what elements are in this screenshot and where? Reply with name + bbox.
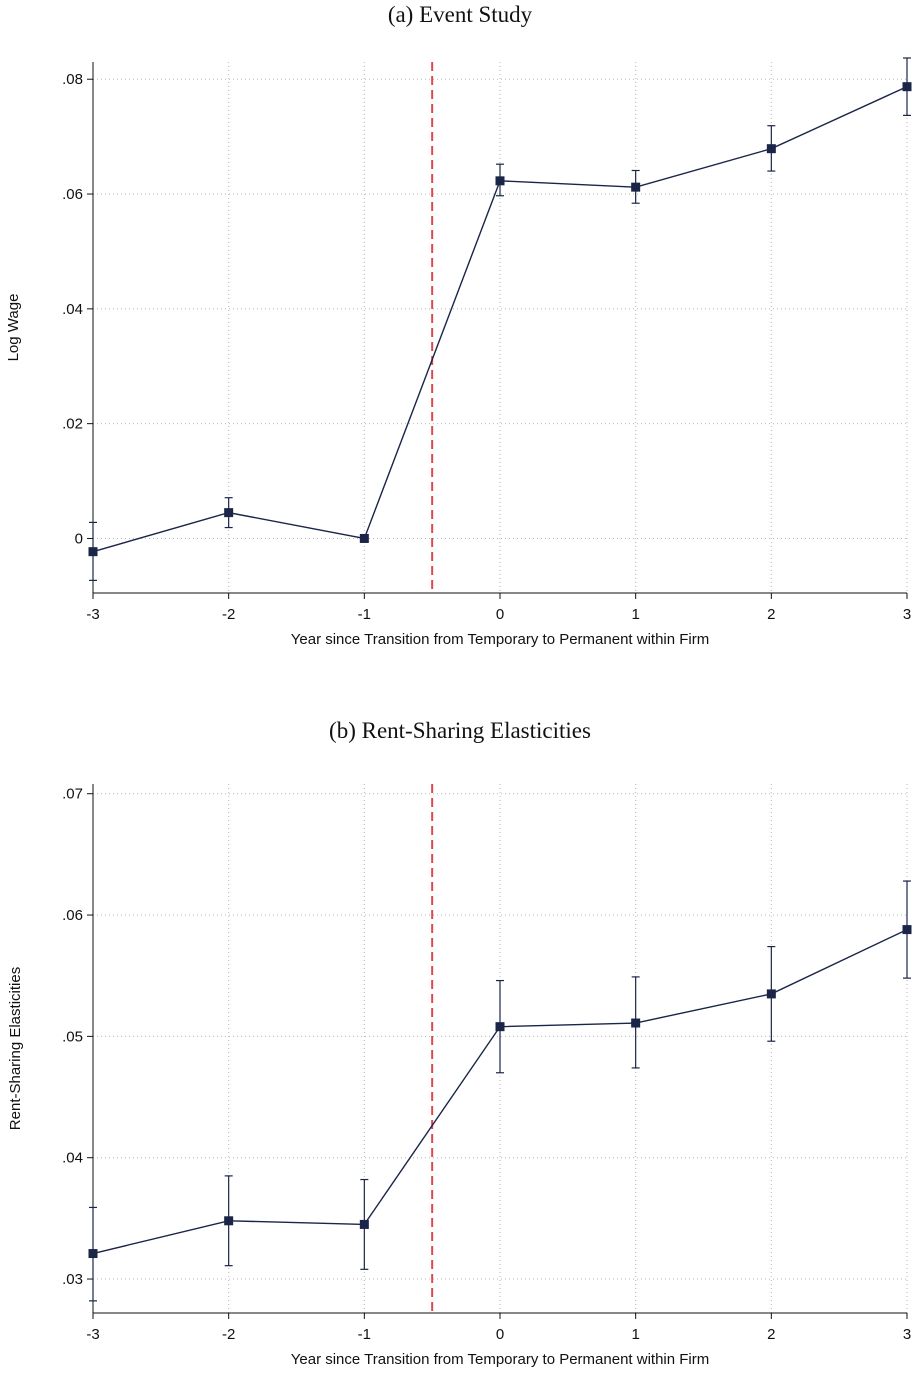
y-tick-label: .04 [62, 1150, 83, 1167]
x-tick-label: -3 [86, 1326, 99, 1343]
x-tick-label: 0 [496, 606, 504, 623]
data-point [88, 1249, 98, 1259]
data-point [224, 1216, 234, 1226]
x-tick-label: -1 [358, 606, 371, 623]
chart-panel-a: (a) Event Study 0 .02 .04 .06 .08 -3 -2 -1 0 1 2 3 Y… [0, 0, 920, 680]
data-point [631, 1018, 641, 1028]
y-tick-label: .05 [62, 1028, 83, 1045]
y-tick-label: 0 [75, 530, 83, 547]
y-tick-label: .08 [62, 71, 83, 88]
x-tick-label: 1 [631, 1326, 639, 1343]
data-point [902, 925, 912, 935]
chart-title: (b) Rent-Sharing Elasticities [329, 718, 591, 743]
series-line [92, 86, 908, 553]
x-tick-label: 0 [496, 1326, 504, 1343]
chart-svg: .03 .04 .05 .06 .07 -3 -2 -1 0 1 2 3 Year since Tran… [7, 784, 912, 1368]
y-axis-label: Log Wage [5, 294, 22, 362]
y-tick-label: .02 [62, 416, 83, 433]
data-point [359, 1219, 369, 1229]
x-tick-label: 3 [903, 1326, 911, 1343]
x-tick-label: 2 [767, 606, 775, 623]
data-point [224, 508, 234, 518]
chart-title: (a) Event Study [387, 2, 533, 27]
x-tick-label: 1 [631, 606, 639, 623]
y-tick-label: .04 [62, 301, 83, 318]
data-point [88, 547, 98, 557]
x-axis-label: Year since Transition from Temporary to … [291, 631, 710, 648]
y-tick-label: .06 [62, 907, 83, 924]
data-point [766, 989, 776, 999]
data-point [359, 533, 369, 543]
x-axis-label: Year since Transition from Temporary to … [291, 1351, 710, 1368]
chart-svg: 0 .02 .04 .06 .08 -3 -2 -1 0 1 2 3 Year since Transi… [5, 57, 912, 648]
x-tick-label: -1 [358, 1326, 371, 1343]
data-point [495, 176, 505, 186]
x-tick-label: 3 [903, 606, 911, 623]
chart-panel-b: (b) Rent-Sharing Elasticities .03 .04 .05.… [0, 716, 920, 1381]
data-point [495, 1022, 505, 1032]
y-tick-label: .07 [62, 786, 83, 803]
data-point [766, 144, 776, 154]
data-point [902, 82, 912, 92]
x-tick-label: -2 [222, 606, 235, 623]
y-axis-label: Rent-Sharing Elasticities [7, 967, 24, 1130]
data-point [631, 182, 641, 192]
y-tick-label: .03 [62, 1271, 83, 1288]
x-tick-label: 2 [767, 1326, 775, 1343]
y-tick-label: .06 [62, 186, 83, 203]
x-tick-label: -3 [86, 606, 99, 623]
x-tick-label: -2 [222, 1326, 235, 1343]
